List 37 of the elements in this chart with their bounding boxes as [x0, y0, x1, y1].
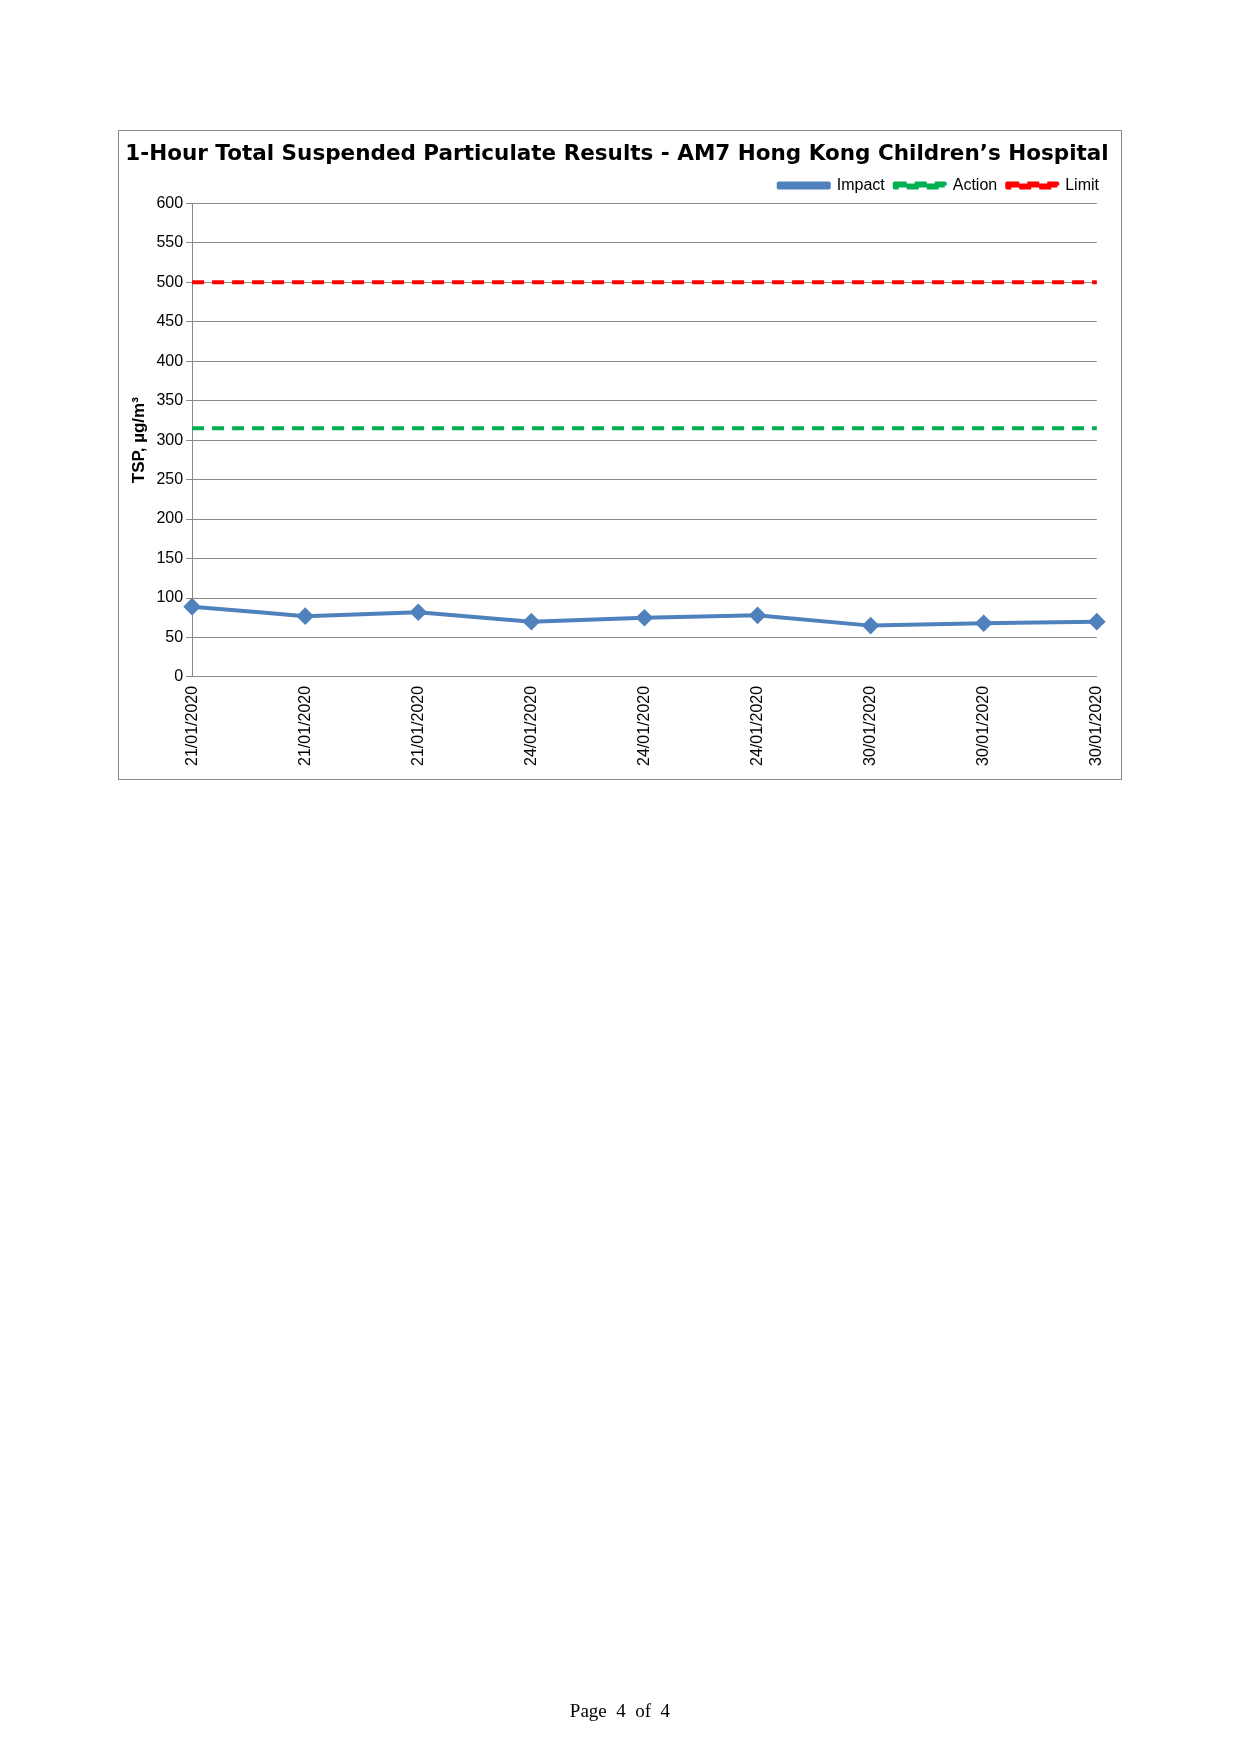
- point: [749, 607, 766, 624]
- x-tick-label: 30/01/2020: [974, 685, 992, 766]
- y-tick-label: 250: [156, 470, 184, 488]
- chart-title: 1-Hour Total Suspended Particulate Results - AM7 Hong Kong Children’s Hospital: [125, 139, 1109, 165]
- legend-label: Action: [952, 175, 998, 193]
- point: [410, 604, 427, 621]
- legend-label: Limit: [1065, 175, 1100, 193]
- x-tick-label: 24/01/2020: [747, 685, 765, 766]
- x-tick-label: 21/01/2020: [295, 685, 313, 766]
- y-tick-label: 300: [156, 430, 184, 448]
- x-tick-label: 21/01/2020: [182, 685, 200, 766]
- x-tick-label: 24/01/2020: [634, 685, 652, 766]
- point: [1088, 613, 1105, 630]
- y-tick-label: 600: [156, 193, 184, 211]
- legend-label: Impact: [836, 175, 886, 193]
- y-tick-label: 200: [156, 509, 184, 527]
- point: [862, 617, 879, 634]
- y-tick-label: 550: [156, 233, 184, 251]
- x-tick-label: 30/01/2020: [1087, 685, 1105, 766]
- point: [636, 609, 653, 626]
- y-axis-title: TSP, µg/m³: [128, 396, 148, 484]
- x-tick-label: 30/01/2020: [861, 685, 879, 766]
- point: [975, 615, 992, 632]
- y-tick-label: 350: [156, 391, 184, 409]
- y-tick-label: 500: [156, 272, 184, 290]
- point: [523, 613, 540, 630]
- y-tick-label: 150: [156, 548, 184, 566]
- point: [297, 608, 314, 625]
- point: [184, 598, 201, 615]
- x-tick-label: 21/01/2020: [408, 685, 426, 766]
- y-tick-label: 100: [156, 588, 184, 606]
- text: Page 4 of 4: [568, 1700, 672, 1722]
- y-tick-label: 0: [174, 667, 184, 685]
- y-tick-label: 450: [156, 312, 184, 330]
- y-tick-label: 50: [165, 627, 184, 645]
- x-tick-label: 24/01/2020: [521, 685, 539, 766]
- y-tick-label: 400: [156, 351, 184, 369]
